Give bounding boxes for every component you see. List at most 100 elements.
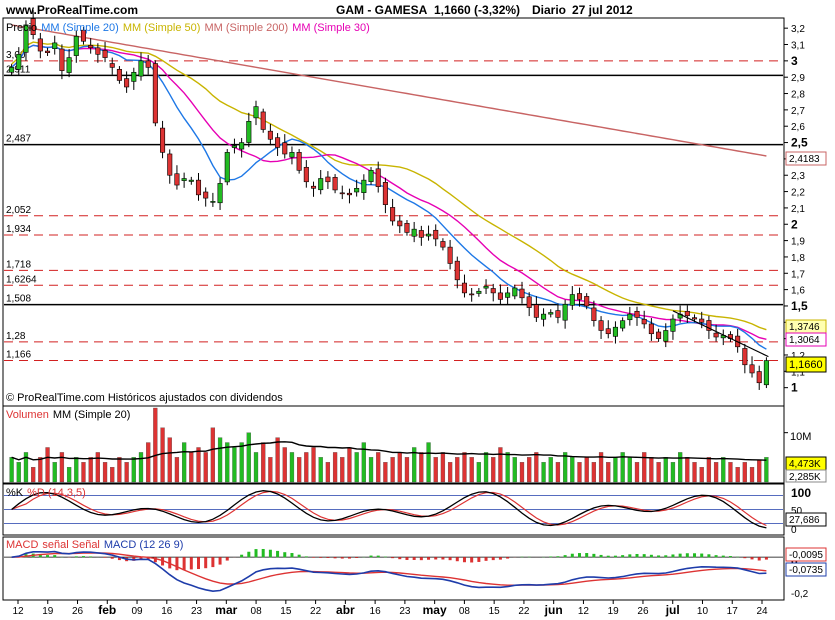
x-tick-label-6: 23 (191, 606, 203, 617)
macd-hist-67 (491, 557, 495, 561)
macd-hist-65 (477, 557, 481, 562)
macd-hist-80 (585, 553, 589, 558)
volume-bar-3 (31, 467, 36, 483)
candle-body-103 (749, 364, 755, 374)
candle-body-46 (339, 192, 345, 195)
volume-bar-61 (447, 462, 453, 483)
candle-body-64 (469, 293, 475, 296)
macd-hist-53 (391, 557, 395, 559)
volume-bar-80 (584, 457, 589, 483)
macd-hist-32 (240, 554, 244, 558)
legend-k: %K (6, 487, 24, 499)
price-tick-label-17: 1,5 (791, 299, 808, 313)
candle-body-18 (138, 60, 144, 77)
macd-hist-86 (628, 554, 632, 558)
x-tick-label-13: 23 (399, 606, 411, 617)
candle-body-83 (605, 328, 611, 335)
volume-bar-8 (66, 467, 72, 483)
candle-body-81 (591, 307, 597, 321)
macd-hist-68 (498, 557, 502, 560)
volume-bar-74 (541, 462, 546, 483)
macd-hist-81 (592, 553, 596, 558)
volume-bar-92 (670, 462, 676, 483)
volume-bar-56 (412, 447, 417, 483)
macd-hist-6 (53, 555, 57, 558)
candle-body-0 (9, 67, 15, 73)
volume-bar-43 (318, 457, 323, 483)
macd-hist-23 (175, 557, 179, 571)
candle-body-37 (275, 137, 281, 148)
x-tick-label-24: 17 (727, 606, 739, 617)
x-tick-label-11: abr (336, 603, 355, 617)
price-tick-label-3: 2,9 (791, 73, 805, 84)
volume-bar-39 (289, 452, 295, 483)
volume-bar-69 (505, 452, 510, 483)
candle-body-97 (706, 320, 712, 331)
ma200-value: 2,4183 (789, 154, 820, 165)
macd-hist-82 (599, 554, 603, 558)
legend-d: %D (14,3,5) (27, 487, 86, 499)
legend-vol-ma: MM (Simple 20) (53, 409, 131, 421)
price-tick-label-16: 1,6 (791, 286, 805, 297)
candle-body-16 (124, 78, 130, 88)
macd-hist-84 (613, 555, 617, 558)
macd-hist-78 (570, 553, 574, 558)
candle-body-31 (231, 145, 237, 148)
legend-macd-params: MACD (12 26 9) (104, 539, 183, 551)
candle-body-66 (483, 286, 489, 289)
candle-body-5 (45, 50, 51, 53)
macd-hist-4 (38, 554, 42, 558)
macd-hist-92 (671, 554, 675, 558)
macd-hist-14 (110, 557, 114, 559)
sto-tick-100: 100 (791, 486, 811, 500)
x-tick-label-17: 22 (518, 606, 530, 617)
volume-bar-19 (146, 442, 151, 483)
macd-hist-51 (376, 555, 380, 558)
candle-body-57 (418, 230, 424, 238)
price-tick-label-5: 2,7 (791, 106, 805, 117)
price-tick-label-7: 2,5 (791, 136, 808, 150)
volume-bar-64 (469, 457, 474, 483)
candle-body-26 (195, 179, 202, 196)
macd-hist-100 (728, 556, 732, 558)
price-tick-label-11: 2,1 (791, 204, 805, 215)
x-tick-label-14: may (423, 603, 447, 617)
volume-bar-95 (692, 462, 697, 483)
volume-bar-5 (45, 447, 50, 483)
volume-bar-52 (383, 462, 388, 483)
candle-body-86 (627, 313, 633, 321)
candle-body-6 (52, 42, 58, 49)
volume-bar-27 (203, 452, 208, 483)
price-value-box: 1,1660 (785, 356, 827, 373)
legend-ma20: MM (Simple 20) (41, 22, 119, 34)
candle-body-30 (224, 152, 230, 183)
ma200-line (11, 24, 767, 157)
volume-bar-37 (275, 437, 280, 483)
price-tick-label-6: 2,6 (791, 122, 805, 133)
volume-bar-68 (498, 447, 503, 483)
macd-hist-24 (182, 557, 186, 571)
macd-hist-57 (419, 557, 423, 561)
period-label: Diario (532, 3, 566, 17)
candle-body-9 (73, 36, 79, 56)
candle-body-78 (569, 294, 575, 306)
candle-body-75 (548, 312, 554, 315)
volume-tick-10m: 10M (790, 431, 811, 443)
candle-body-17 (131, 71, 137, 82)
volume-bar-28 (210, 427, 216, 483)
legend-macd: MACD señal Señal MACD (12 26 9) (6, 539, 183, 551)
macd-hist-97 (707, 554, 711, 558)
x-tick-label-0: 12 (12, 606, 24, 617)
volume-bar-1 (16, 462, 21, 483)
volume-bar-88 (642, 452, 647, 483)
candle-body-35 (260, 111, 266, 130)
macd-hist-26 (197, 557, 200, 570)
x-tick-label-21: 26 (637, 606, 649, 617)
signal-value-box: -0,0735 (785, 562, 827, 577)
candle-body-68 (497, 292, 503, 300)
candle-body-89 (648, 323, 654, 335)
legend-ma50: MM (Simple 50) (123, 22, 201, 34)
candle-body-65 (476, 290, 482, 294)
volume-bar-97 (706, 457, 712, 483)
macd-panel (2, 536, 785, 601)
